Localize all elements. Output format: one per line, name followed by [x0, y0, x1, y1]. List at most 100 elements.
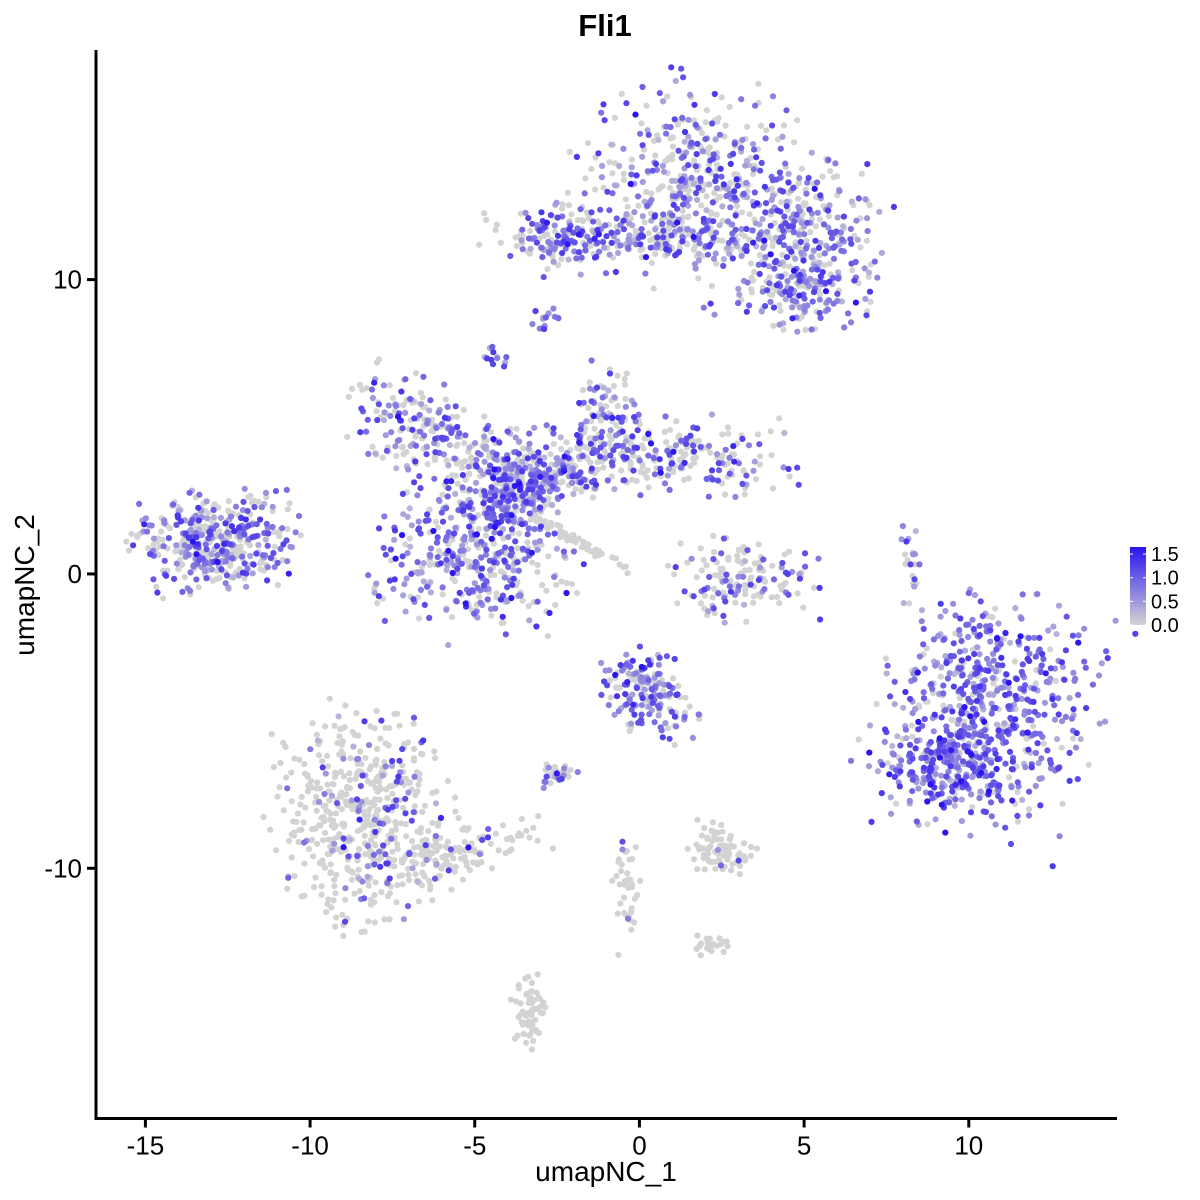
cell-point: [732, 599, 739, 606]
cell-point: [367, 836, 375, 843]
cell-point: [794, 464, 801, 471]
cell-point: [750, 467, 757, 474]
cell-point: [577, 271, 584, 278]
cell-point: [645, 484, 652, 491]
cell-point: [678, 437, 685, 444]
cell-point: [530, 453, 537, 460]
cell-point: [1055, 765, 1062, 772]
cell-point: [553, 239, 560, 246]
cell-point: [339, 738, 346, 745]
cell-point: [416, 770, 423, 778]
cell-point: [574, 225, 581, 232]
cell-point: [526, 834, 533, 841]
cell-point: [296, 827, 303, 834]
cell-point: [1026, 657, 1033, 665]
cell-point: [987, 736, 995, 743]
cell-point: [950, 741, 958, 748]
cell-point: [287, 543, 294, 550]
cell-point: [597, 417, 605, 424]
cell-point: [741, 601, 748, 608]
cell-point: [481, 444, 488, 451]
cell-point: [661, 480, 669, 487]
cell-point: [884, 760, 891, 767]
cell-point: [438, 509, 445, 516]
cell-point: [389, 803, 396, 811]
cell-point: [338, 748, 345, 755]
cell-point: [571, 239, 578, 246]
cell-point: [481, 210, 488, 217]
cell-point: [476, 593, 483, 600]
cell-point: [308, 836, 316, 844]
cell-point: [816, 252, 823, 259]
cell-point: [487, 840, 494, 847]
cell-point: [747, 843, 755, 851]
cell-point: [803, 245, 810, 252]
cell-point: [384, 794, 391, 802]
cell-point: [988, 759, 995, 766]
cell-point: [217, 533, 224, 540]
cell-point: [520, 1019, 527, 1026]
cell-point: [949, 788, 956, 795]
cell-point: [533, 239, 541, 246]
cell-point: [812, 278, 819, 285]
cell-point: [890, 751, 897, 758]
cell-point: [1008, 766, 1016, 773]
cell-point: [724, 244, 731, 251]
cell-point: [372, 778, 379, 785]
cell-point: [989, 674, 997, 682]
cell-point: [635, 193, 642, 200]
cell-point: [911, 583, 918, 590]
cell-point: [371, 379, 378, 386]
cell-point: [516, 530, 523, 537]
cell-point: [1003, 671, 1010, 678]
cell-point: [524, 539, 531, 546]
cell-point: [222, 580, 229, 587]
cell-point: [268, 731, 275, 738]
cell-point: [346, 836, 353, 843]
cell-point: [928, 681, 935, 688]
cell-point: [617, 662, 624, 669]
cell-point: [894, 733, 901, 740]
cell-point: [735, 285, 742, 292]
cell-point: [814, 209, 821, 216]
cell-point: [335, 713, 342, 720]
cell-point: [375, 401, 382, 408]
cell-point: [788, 248, 795, 255]
cell-point: [918, 607, 926, 614]
cell-point: [515, 1013, 522, 1021]
cell-point: [600, 101, 607, 108]
cell-point: [977, 788, 984, 795]
cell-point: [242, 516, 249, 523]
cell-point: [988, 710, 995, 717]
cell-point: [779, 234, 787, 241]
cell-point: [504, 584, 511, 591]
cell-point: [342, 896, 349, 903]
cell-point: [461, 458, 468, 465]
cell-point: [477, 599, 484, 606]
cell-point: [978, 732, 985, 739]
cell-point: [451, 530, 458, 537]
cell-point: [391, 527, 399, 534]
cell-point: [715, 590, 722, 597]
cell-point: [650, 285, 657, 292]
cell-point: [443, 556, 450, 563]
cell-point: [276, 784, 283, 791]
cell-point: [339, 911, 346, 918]
cell-point: [790, 184, 797, 191]
cell-point: [277, 545, 284, 553]
cell-point: [478, 538, 485, 545]
cell-point: [1032, 749, 1040, 757]
cell-point: [756, 564, 764, 571]
cell-point: [280, 541, 287, 548]
cell-point: [207, 531, 214, 538]
cell-point: [421, 802, 428, 809]
cell-point: [346, 770, 353, 777]
cell-point: [417, 851, 424, 858]
cell-point: [453, 413, 461, 420]
cell-point: [802, 563, 809, 570]
cell-point: [325, 836, 332, 843]
cell-point: [560, 227, 567, 234]
cell-point: [367, 723, 374, 730]
cell-point: [382, 851, 389, 858]
cell-point: [1034, 591, 1041, 598]
